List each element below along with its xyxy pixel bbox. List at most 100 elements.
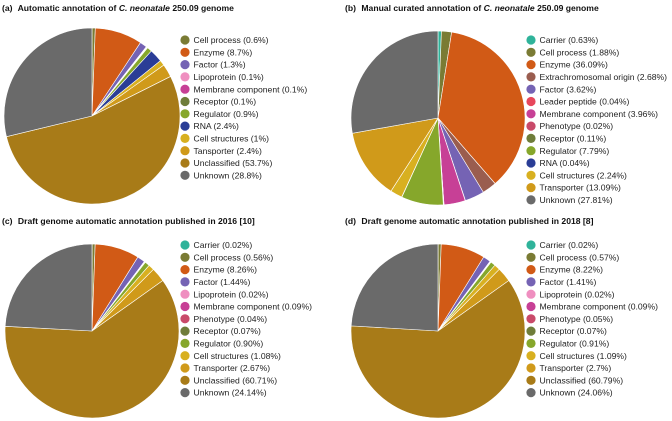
legend-swatch-phenotype — [180, 314, 190, 324]
panel-c-title: (c) Draft genome automatic annotation pu… — [2, 216, 255, 226]
legend-label-cell_structures: Cell structures (1%) — [194, 134, 270, 144]
legend-label-receptor: Receptor (0.07%) — [194, 326, 261, 336]
legend-swatch-cell_process — [526, 47, 536, 57]
panel-c-label: (c) — [2, 216, 13, 226]
legend-label-membrane_component: Membrane component (0.1%) — [194, 84, 308, 94]
legend-label-transporter: Tansporter (2.4%) — [194, 146, 262, 156]
legend-label-enzyme: Enzyme (8.7%) — [194, 47, 253, 57]
legend-label-transporter: Transporter (2.67%) — [194, 363, 271, 373]
legend-swatch-enzyme — [180, 265, 190, 275]
pie-chart-c: Carrier (0.02%) Cell process (0.56%) Enzym… — [4, 240, 313, 419]
legend-swatch-factor — [526, 84, 536, 94]
legend-label-regulator: Regulator (0.9%) — [194, 109, 259, 119]
legend-label-cell_process: Cell process (0.6%) — [194, 35, 269, 45]
legend-swatch-carrier — [526, 35, 536, 45]
legend-swatch-membrane_component — [180, 84, 190, 94]
panel-b-title: (b) Manual curated annotation of C. neon… — [345, 3, 599, 13]
legend-swatch-cell_structures — [180, 133, 190, 143]
legend-swatch-leader_peptide — [526, 96, 536, 107]
legend-label-factor: Factor (1.44%) — [194, 277, 251, 287]
legend-label-unknown: Unknown (27.81%) — [540, 195, 613, 205]
legend-swatch-regulator — [526, 338, 536, 348]
legend-label-phenotype: Phenotype (0.02%) — [540, 121, 614, 131]
legend-swatch-factor — [526, 277, 536, 287]
legend-label-factor: Factor (1.41%) — [540, 277, 597, 287]
legend-swatch-transporter — [526, 363, 536, 373]
legend-swatch-unknown — [180, 388, 190, 398]
legend-swatch-lipoprotein — [526, 289, 536, 299]
panel-d-label: (d) — [345, 216, 356, 226]
legend-label-carrier: Carrier (0.02%) — [194, 240, 253, 250]
legend-label-membrane_component: Membrane component (0.09%) — [194, 302, 313, 312]
legend-swatch-lipoprotein — [180, 289, 190, 299]
legend-swatch-phenotype — [526, 121, 536, 131]
legend-swatch-unclassified — [180, 375, 190, 385]
pie-slice-unknown — [3, 27, 93, 138]
legend-label-unclassified: Unclassified (53.7%) — [194, 158, 273, 168]
legend-swatch-extrachromosomal_origin — [526, 72, 536, 82]
legend-swatch-transporter — [180, 363, 190, 373]
legend-swatch-lipoprotein — [180, 72, 190, 82]
legend-swatch-unclassified — [526, 375, 536, 385]
legend-swatch-receptor — [180, 326, 190, 336]
legend-swatch-cell_process — [180, 35, 190, 45]
legend-label-cell_process: Cell process (1.88%) — [540, 47, 620, 57]
legend-swatch-membrane_component — [180, 301, 190, 312]
legend-swatch-cell_structures — [526, 170, 536, 180]
panel-a-title: (a) Automatic annotation of C. neonatale… — [2, 3, 234, 13]
pie-slice-unclassified — [350, 280, 526, 419]
legend-swatch-enzyme — [526, 265, 536, 275]
legend-swatch-transporter — [180, 146, 190, 156]
legend-label-cell_structures: Cell structures (2.24%) — [540, 170, 628, 180]
legend-swatch-factor — [180, 60, 190, 70]
legend-swatch-cell_structures — [180, 351, 190, 361]
legend-swatch-receptor — [526, 133, 536, 143]
legend-label-cell_structures: Cell structures (1.09%) — [540, 351, 628, 361]
legend-label-phenotype: Phenotype (0.04%) — [194, 314, 268, 324]
legend-label-transporter: Transporter (2.7%) — [540, 363, 612, 373]
legend-swatch-rna — [180, 121, 190, 131]
legend-label-enzyme: Enzyme (8.22%) — [540, 265, 604, 275]
legend-label-receptor: Receptor (0.1%) — [194, 97, 257, 107]
legend-label-carrier: Carrier (0.02%) — [540, 240, 599, 250]
legend-label-unclassified: Unclassified (60.79%) — [540, 375, 624, 385]
pie-slice-unclassified — [6, 76, 181, 205]
legend-label-membrane_component: Membrane component (3.96%) — [540, 109, 659, 119]
legend-label-regulator: Regulator (7.79%) — [540, 146, 610, 156]
legend-swatch-enzyme — [180, 47, 190, 57]
legend-label-lipoprotein: Lipoprotein (0.02%) — [540, 289, 615, 299]
pie-slice-transporter — [352, 117, 439, 192]
legend-swatch-carrier — [526, 240, 536, 250]
legend-label-transporter: Transporter (13.09%) — [540, 183, 621, 193]
legend-swatch-cell_process — [526, 252, 536, 262]
legend-swatch-phenotype — [526, 314, 536, 324]
legend-label-extrachromosomal_origin: Extrachromosomal origin (2.68%) — [540, 72, 668, 82]
legend-swatch-enzyme — [526, 60, 536, 70]
legend-label-receptor: Receptor (0.11%) — [540, 134, 607, 144]
legend-label-regulator: Regulator (0.90%) — [194, 339, 264, 349]
legend-label-enzyme: Enzyme (8.26%) — [194, 265, 258, 275]
legend-swatch-unclassified — [180, 158, 190, 168]
legend-swatch-membrane_component — [526, 109, 536, 119]
pie-chart-a: Cell process (0.6%) Enzyme (8.7%) Factor (… — [3, 27, 308, 205]
legend-label-factor: Factor (3.62%) — [540, 84, 597, 94]
legend-swatch-factor — [180, 277, 190, 287]
pie-slice-unknown — [350, 30, 439, 134]
pie-chart-b: Carrier (0.63%) Cell process (1.88%) Enzym… — [350, 30, 668, 206]
legend-label-unknown: Unknown (28.8%) — [194, 170, 262, 180]
pie-slice-unknown — [350, 243, 439, 332]
legend-label-receptor: Receptor (0.07%) — [540, 326, 607, 336]
pie-slice-unknown — [4, 243, 93, 332]
panel-d-title: (d) Draft genome automatic annotation pu… — [345, 216, 594, 226]
legend-swatch-unknown — [180, 170, 190, 180]
legend-label-lipoprotein: Lipoprotein (0.02%) — [194, 289, 269, 299]
legend-label-factor: Factor (1.3%) — [194, 60, 246, 70]
legend-label-unknown: Unknown (24.06%) — [540, 388, 613, 398]
legend-label-leader_peptide: Leader peptide (0.04%) — [540, 97, 630, 107]
legend-label-unclassified: Unclassified (60.71%) — [194, 375, 278, 385]
legend-swatch-unknown — [526, 195, 536, 205]
legend-label-phenotype: Phenotype (0.05%) — [540, 314, 614, 324]
legend-swatch-membrane_component — [526, 301, 536, 312]
pie-slice-enzyme — [437, 31, 526, 185]
